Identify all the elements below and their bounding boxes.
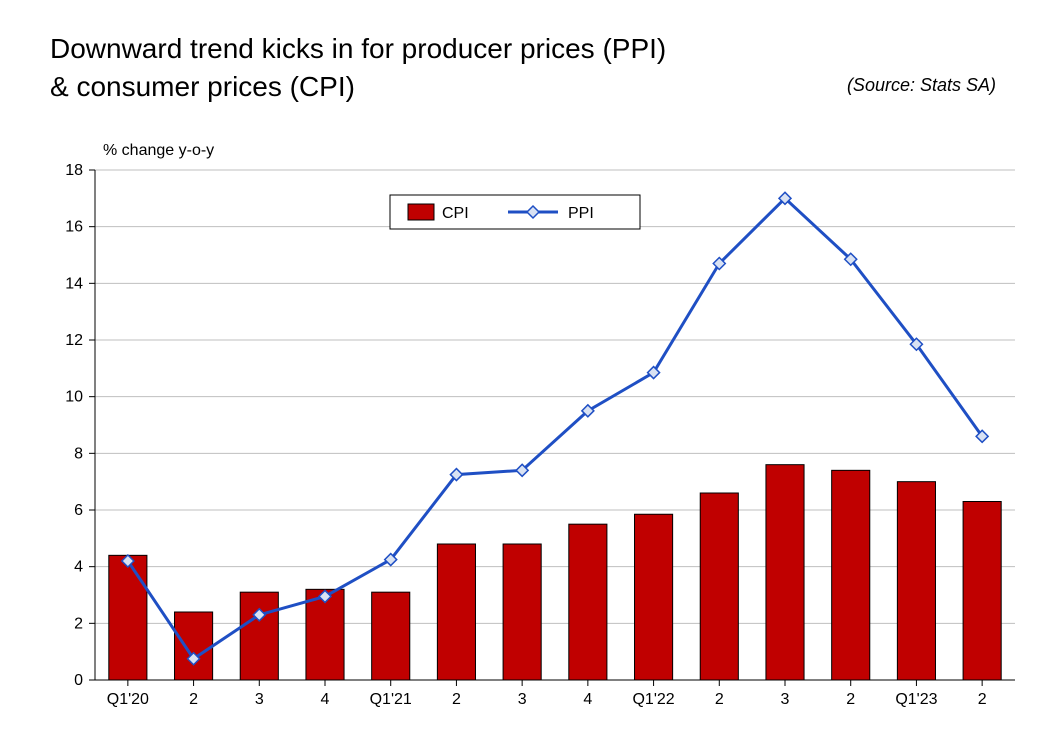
bar-cpi: [897, 482, 935, 680]
bar-cpi: [372, 592, 410, 680]
y-tick-label: 16: [65, 219, 83, 236]
y-tick-label: 8: [74, 445, 83, 462]
x-tick-label: Q1'20: [107, 691, 149, 708]
x-tick-label: 2: [189, 691, 198, 708]
bar-cpi: [832, 470, 870, 680]
x-tick-label: 3: [781, 691, 790, 708]
bar-cpi: [963, 502, 1001, 681]
x-tick-label: Q1'23: [895, 691, 937, 708]
bar-cpi: [503, 544, 541, 680]
x-tick-label: 2: [715, 691, 724, 708]
bar-cpi: [635, 514, 673, 680]
x-tick-label: 3: [518, 691, 527, 708]
x-tick-label: 2: [978, 691, 987, 708]
y-tick-label: 14: [65, 275, 83, 292]
bar-cpi: [766, 465, 804, 680]
x-tick-label: 4: [583, 691, 592, 708]
x-tick-label: 2: [846, 691, 855, 708]
y-tick-label: 10: [65, 389, 83, 406]
legend-label-cpi: CPI: [442, 205, 469, 222]
y-tick-label: 0: [74, 672, 83, 689]
x-tick-label: Q1'21: [370, 691, 412, 708]
bar-cpi: [240, 592, 278, 680]
bar-cpi: [437, 544, 475, 680]
y-axis-subtitle: % change y-o-y: [103, 142, 214, 160]
x-tick-label: 4: [321, 691, 330, 708]
y-tick-label: 6: [74, 502, 83, 519]
y-tick-label: 18: [65, 162, 83, 179]
y-tick-label: 2: [74, 615, 83, 632]
x-tick-label: 2: [452, 691, 461, 708]
chart-canvas: 0 2 4 6 8 10 12 14 16 18 Q1'20 2 3 4 Q1'21 2 3 4 Q1'22 2 3 2 Q…: [0, 0, 1056, 753]
x-tick-label: 3: [255, 691, 264, 708]
x-tick-label: Q1'22: [632, 691, 674, 708]
bar-cpi: [700, 493, 738, 680]
bar-cpi: [569, 524, 607, 680]
y-tick-label: 12: [65, 332, 83, 349]
legend-swatch-cpi: [408, 204, 434, 220]
bar-cpi: [109, 555, 147, 680]
bar-cpi: [175, 612, 213, 680]
y-tick-label: 4: [74, 559, 83, 576]
legend-label-ppi: PPI: [568, 205, 594, 222]
